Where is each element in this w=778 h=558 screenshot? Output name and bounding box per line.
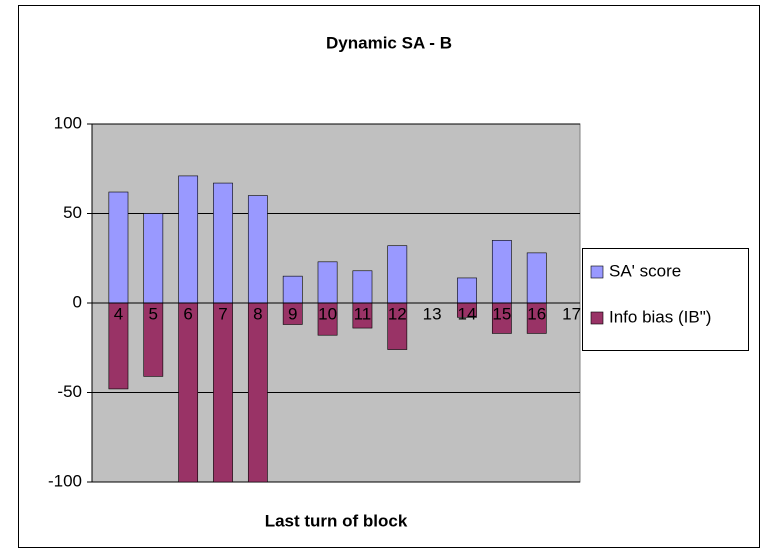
x-tick-label: 6 xyxy=(183,304,192,323)
bar xyxy=(491,240,512,304)
y-tick-label: 100 xyxy=(54,113,82,132)
x-tick-label: 5 xyxy=(149,304,158,323)
bar xyxy=(247,302,268,483)
x-tick-label: 11 xyxy=(354,304,372,323)
bar xyxy=(352,270,373,304)
bar xyxy=(317,261,338,304)
x-tick-label: 16 xyxy=(527,304,546,323)
x-tick-label: 14 xyxy=(458,304,477,323)
bar xyxy=(178,302,199,483)
x-tick-label: 13 xyxy=(423,304,442,323)
bar xyxy=(108,191,129,304)
y-tick-label: -100 xyxy=(48,471,82,490)
y-tick-label: -50 xyxy=(57,382,82,401)
bar xyxy=(387,245,408,304)
bar xyxy=(213,182,233,304)
x-tick-label: 15 xyxy=(492,304,511,323)
chart-title: Dynamic SA - B xyxy=(326,33,452,52)
x-tick-label: 9 xyxy=(288,304,297,323)
bar xyxy=(457,277,477,304)
y-tick-label: 0 xyxy=(73,292,82,311)
x-axis-label: Last turn of block xyxy=(265,511,408,530)
y-tick-label: 50 xyxy=(63,203,82,222)
x-tick-label: 8 xyxy=(253,304,262,323)
x-tick-label: 17 xyxy=(562,304,581,323)
bar xyxy=(213,302,233,483)
x-tick-label: 4 xyxy=(114,304,123,323)
bar xyxy=(178,175,199,304)
x-tick-label: 12 xyxy=(388,304,407,323)
legend-box xyxy=(582,248,749,351)
legend-label: Info bias (IB") xyxy=(609,307,711,326)
x-tick-label: 10 xyxy=(318,304,337,323)
bar xyxy=(143,213,164,304)
legend-swatch xyxy=(590,311,604,325)
legend-swatch xyxy=(590,265,604,279)
legend-label: SA' score xyxy=(609,261,681,280)
bar xyxy=(282,275,303,304)
bar xyxy=(526,252,547,304)
x-tick-label: 7 xyxy=(218,304,227,323)
bar xyxy=(247,195,268,304)
